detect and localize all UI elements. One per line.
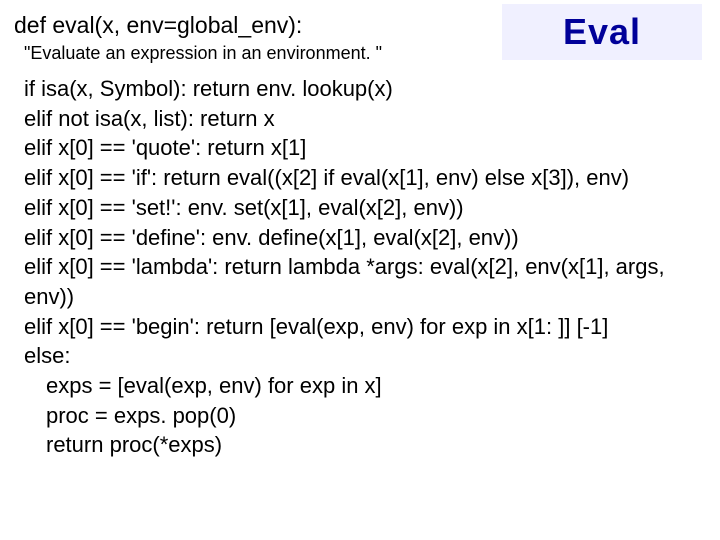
code-line: else: [24, 341, 706, 371]
code-line: exps = [eval(exp, env) for exp in x] [24, 371, 706, 401]
code-line: elif x[0] == 'define': env. define(x[1],… [24, 223, 706, 253]
code-line: proc = exps. pop(0) [24, 401, 706, 431]
code-block: if isa(x, Symbol): return env. lookup(x)… [24, 74, 706, 460]
code-line: if isa(x, Symbol): return env. lookup(x) [24, 74, 706, 104]
code-line: elif x[0] == 'begin': return [eval(exp, … [24, 312, 706, 342]
slide: Eval def eval(x, env=global_env): "Evalu… [0, 0, 720, 540]
code-line: elif x[0] == 'quote': return x[1] [24, 133, 706, 163]
title-box: Eval [502, 4, 702, 60]
code-line: return proc(*exps) [24, 430, 706, 460]
slide-title: Eval [563, 11, 641, 53]
code-line: elif x[0] == 'if': return eval((x[2] if … [24, 163, 706, 193]
code-line: elif x[0] == 'lambda': return lambda *ar… [24, 252, 706, 311]
code-line: elif not isa(x, list): return x [24, 104, 706, 134]
code-line: elif x[0] == 'set!': env. set(x[1], eval… [24, 193, 706, 223]
